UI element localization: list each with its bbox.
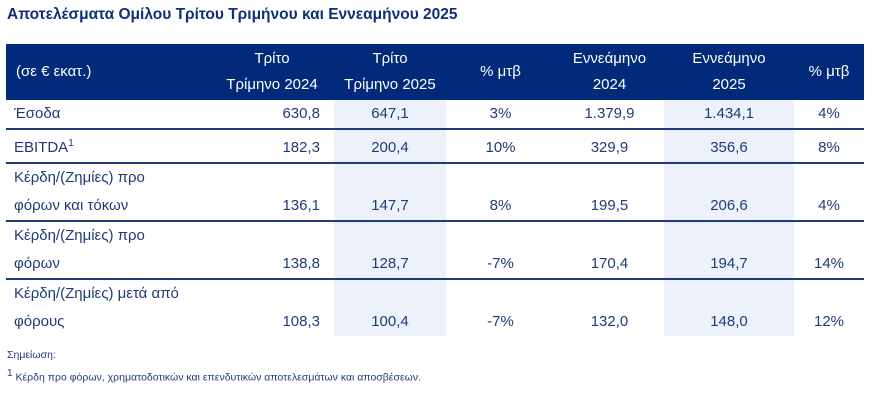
column-header: Τρίτο Τρίμηνο 2025: [334, 44, 446, 100]
table-cell: 647,1: [334, 100, 446, 130]
row-label-text: Κέρδη/(Ζημίες) προ: [14, 227, 145, 244]
column-header-text: Τρίμηνο 2024: [226, 76, 318, 93]
row-label-text: EBITDA: [14, 139, 69, 156]
table-row: EBITDA1 182,3 200,4 10% 329,9 356,6 8%: [6, 129, 864, 164]
table-header-row: (σε € εκατ.) Τρίτο Τρίμηνο 2024 Τρίτο Τρίμην…: [6, 44, 864, 100]
table-cell: 10%: [446, 129, 555, 164]
table-cell: 147,7: [334, 163, 446, 222]
column-header-text: (σε € εκατ.): [16, 63, 92, 80]
column-header-text: % μτβ: [808, 63, 850, 80]
table-cell: 136,1: [210, 163, 334, 222]
footnote-marker: 1: [68, 138, 74, 149]
column-header-text: Τρίμηνο 2025: [344, 76, 436, 93]
table-cell: 4%: [794, 100, 864, 130]
row-label: Κέρδη/(Ζημίες) μετά από φόρους: [6, 279, 210, 336]
column-header: Εννεάμηνο 2025: [664, 44, 794, 100]
column-header-text: 2025: [712, 76, 746, 93]
table-cell: 128,7: [334, 221, 446, 280]
table-cell: 1.379,9: [555, 100, 664, 130]
table-cell: 329,9: [555, 129, 664, 164]
column-header: % μτβ: [794, 44, 864, 100]
table-cell: 4%: [794, 163, 864, 222]
row-label: Κέρδη/(Ζημίες) προ φόρων: [6, 221, 210, 280]
row-label: Κέρδη/(Ζημίες) προ φόρων και τόκων: [6, 163, 210, 222]
table-cell: 148,0: [664, 279, 794, 336]
column-header-text: Τρίτο: [254, 50, 290, 67]
table-cell: 356,6: [664, 129, 794, 164]
table-cell: -7%: [446, 221, 555, 280]
table-cell: -7%: [487, 313, 514, 330]
note-heading: Σημείωση:: [7, 349, 56, 361]
table-row: Κέρδη/(Ζημίες) προ φόρων και τόκων 136,1 14…: [6, 163, 864, 222]
table-cell: 3%: [446, 100, 555, 130]
column-header: (σε € εκατ.): [6, 44, 210, 100]
row-label: EBITDA1: [6, 129, 210, 164]
table-cell: 206,6: [664, 163, 794, 222]
page-title: Αποτελέσματα Ομίλου Τρίτου Τριμήνου και …: [7, 6, 458, 23]
table-cell: 630,8: [210, 100, 334, 130]
row-label-text: φόρων και τόκων: [14, 197, 129, 214]
table-cell: 194,7: [664, 221, 794, 280]
table-cell: 132,0: [590, 313, 629, 330]
table-cell: 200,4: [334, 129, 446, 164]
column-header-text: 2024: [592, 76, 627, 93]
column-header: Τρίτο Τρίμηνο 2024: [210, 44, 334, 100]
table-row: Έσοδα 630,8 647,1 3% 1.379,9 1.434,1 4%: [6, 100, 864, 130]
table-cell: 8%: [446, 163, 555, 222]
table-cell: 182,3: [210, 129, 334, 164]
table-cell: 12%: [813, 313, 845, 330]
row-label-text: φόρων: [14, 255, 60, 272]
table-cell: 170,4: [555, 221, 664, 280]
table-cell: 199,5: [555, 163, 664, 222]
table-cell: 100,4: [334, 279, 446, 336]
column-header-text: Εννεάμηνο: [572, 50, 647, 67]
table-row: Κέρδη/(Ζημίες) μετά από φόρους 108,3 100,4 -…: [6, 279, 864, 336]
column-header-text: % μτβ: [480, 63, 521, 80]
column-header-text: Τρίτο: [372, 50, 408, 67]
column-header: Εννεάμηνο 2024: [555, 44, 664, 100]
table-row: Κέρδη/(Ζημίες) προ φόρων 138,8 128,7 -7% 170,…: [6, 221, 864, 280]
column-header-text: Εννεάμηνο: [692, 50, 766, 67]
row-label-text: Κέρδη/(Ζημίες) μετά από: [14, 285, 179, 302]
row-label-text: Έσοδα: [14, 105, 61, 122]
results-table: (σε € εκατ.) Τρίτο Τρίμηνο 2024 Τρίτο Τρίμην…: [6, 44, 864, 336]
footnote: 1 Κέρδη προ φόρων, χρηματοδοτικών και επ…: [7, 368, 421, 384]
table-cell: 1.434,1: [664, 100, 794, 130]
table-cell: 14%: [794, 221, 864, 280]
column-header: % μτβ: [446, 44, 555, 100]
row-label-text: φόρους: [14, 313, 65, 330]
row-label-text: Κέρδη/(Ζημίες) προ: [14, 169, 145, 186]
table-cell: 108,3: [282, 313, 320, 330]
table-cell: 8%: [794, 129, 864, 164]
table-cell: 138,8: [210, 221, 334, 280]
row-label: Έσοδα: [6, 100, 210, 130]
footnote-marker: 1: [7, 368, 13, 379]
footnote-text: Κέρδη προ φόρων, χρηματοδοτικών και επεν…: [15, 371, 422, 384]
